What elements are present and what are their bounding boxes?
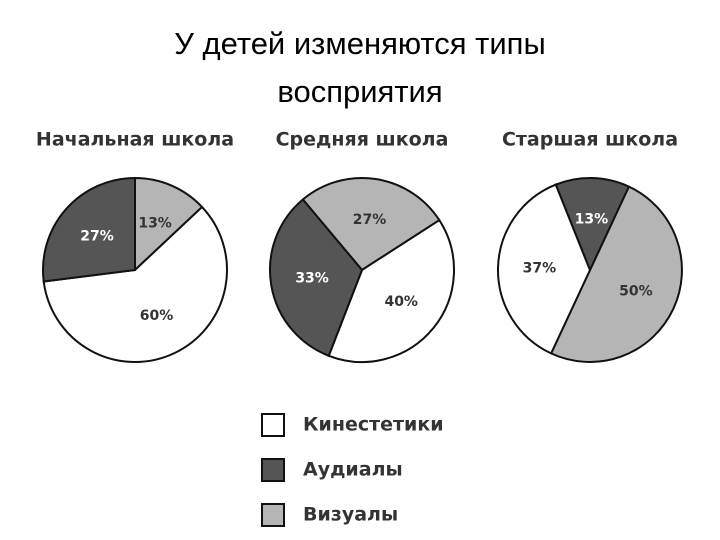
legend-label: Визуалы bbox=[303, 504, 398, 526]
chart-title: У детей изменяются типы восприятия bbox=[174, 26, 546, 109]
pie-slice bbox=[497, 183, 592, 355]
pie-slice bbox=[301, 177, 441, 272]
legend-swatch bbox=[261, 503, 285, 527]
value-label: 37% bbox=[523, 261, 557, 277]
value-label: 33% bbox=[295, 270, 329, 286]
pie-slice bbox=[134, 176, 204, 273]
pie-slice bbox=[549, 185, 683, 363]
pie-slice bbox=[269, 198, 364, 358]
pie-title: Начальная школа bbox=[36, 129, 234, 151]
pie-title: Средняя школа bbox=[276, 129, 449, 151]
legend-swatch bbox=[261, 413, 285, 437]
pie-slice bbox=[327, 218, 455, 363]
pie-slice bbox=[554, 177, 631, 273]
value-label: 13% bbox=[138, 216, 172, 232]
pie-slice bbox=[42, 205, 228, 363]
legend-label: Кинестетики bbox=[303, 414, 444, 436]
title-box: У детей изменяются типы восприятия bbox=[174, 26, 546, 109]
value-label: 60% bbox=[140, 308, 174, 324]
pie-title: Старшая школа bbox=[502, 129, 678, 151]
value-label: 27% bbox=[353, 212, 387, 228]
value-label: 13% bbox=[575, 211, 609, 227]
legend-swatch bbox=[261, 458, 285, 482]
value-label: 27% bbox=[80, 229, 114, 245]
legend-label: Аудиалы bbox=[303, 459, 403, 481]
value-label: 40% bbox=[384, 294, 418, 310]
value-label: 50% bbox=[619, 283, 653, 299]
pie-slice bbox=[42, 176, 136, 283]
